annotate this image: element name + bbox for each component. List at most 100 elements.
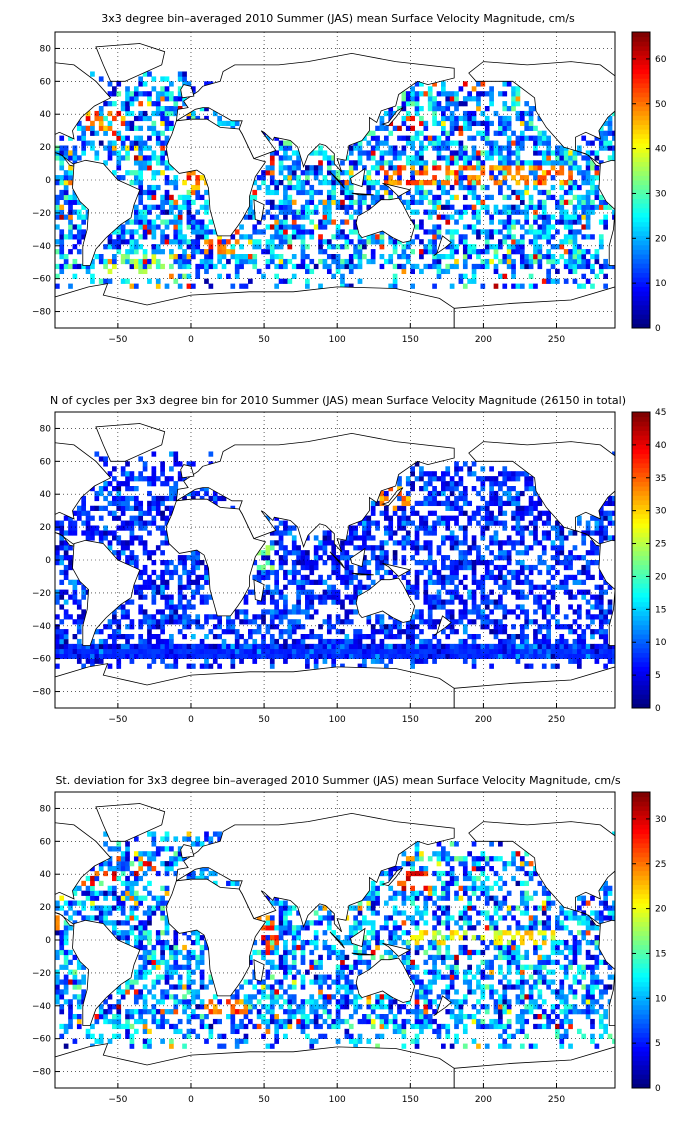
heatmap-cell bbox=[133, 1028, 139, 1035]
heatmap-cell bbox=[76, 234, 82, 240]
heatmap-cell bbox=[511, 189, 516, 196]
heatmap-cell bbox=[217, 653, 222, 659]
heatmap-cell bbox=[151, 258, 157, 265]
heatmap-cell bbox=[541, 535, 547, 541]
heatmap-cell bbox=[449, 101, 455, 107]
heatmap-cell bbox=[590, 1033, 595, 1039]
heatmap-cell bbox=[383, 258, 389, 265]
heatmap-cell bbox=[568, 180, 573, 186]
heatmap-cell bbox=[441, 155, 446, 161]
heatmap-cell bbox=[243, 258, 249, 265]
heatmap-cell bbox=[322, 150, 328, 156]
heatmap-cell bbox=[252, 258, 258, 265]
heatmap-cell bbox=[138, 91, 144, 97]
heatmap-cell bbox=[63, 170, 69, 176]
heatmap-cell bbox=[112, 648, 117, 655]
heatmap-cell bbox=[169, 505, 174, 511]
heatmap-cell bbox=[603, 219, 608, 225]
heatmap-cell bbox=[555, 609, 560, 615]
heatmap-cell bbox=[340, 653, 345, 659]
heatmap-cell bbox=[585, 599, 591, 605]
heatmap-cell bbox=[467, 619, 473, 625]
heatmap-cell bbox=[528, 283, 534, 289]
heatmap-cell bbox=[169, 254, 174, 260]
heatmap-cell bbox=[427, 96, 433, 102]
heatmap-cell bbox=[278, 229, 284, 235]
heatmap-cell bbox=[291, 545, 297, 551]
heatmap-cell bbox=[524, 609, 530, 615]
heatmap-cell bbox=[177, 273, 183, 279]
heatmap-cell bbox=[348, 263, 354, 270]
heatmap-cell bbox=[379, 560, 385, 566]
heatmap-cell bbox=[519, 1023, 525, 1030]
heatmap-cell bbox=[414, 224, 420, 230]
heatmap-cell bbox=[432, 569, 437, 576]
heatmap-cell bbox=[129, 140, 135, 146]
heatmap-cell bbox=[142, 550, 148, 556]
heatmap-cell bbox=[511, 106, 516, 112]
heatmap-cell bbox=[441, 500, 446, 507]
heatmap-cell bbox=[318, 634, 323, 640]
heatmap-cell bbox=[322, 579, 328, 585]
heatmap-cell bbox=[427, 624, 433, 630]
heatmap-cell bbox=[559, 244, 565, 250]
heatmap-cell bbox=[155, 101, 161, 107]
y-tick-label: 40 bbox=[40, 490, 52, 500]
heatmap-cell bbox=[410, 648, 415, 655]
heatmap-cell bbox=[541, 510, 547, 516]
heatmap-cell bbox=[151, 130, 157, 136]
heatmap-cell bbox=[147, 96, 152, 102]
heatmap-cell bbox=[427, 569, 433, 576]
heatmap-cell bbox=[147, 1038, 152, 1044]
heatmap-cell bbox=[169, 1023, 174, 1030]
heatmap-cell bbox=[414, 130, 420, 136]
heatmap-cell bbox=[103, 624, 108, 630]
heatmap-cell bbox=[151, 219, 157, 225]
heatmap-cell bbox=[217, 648, 222, 655]
heatmap-cell bbox=[296, 619, 301, 625]
heatmap-cell bbox=[454, 643, 459, 650]
heatmap-cell bbox=[326, 1023, 332, 1030]
heatmap-cell bbox=[120, 466, 126, 472]
heatmap-cell bbox=[155, 135, 161, 141]
heatmap-cell bbox=[445, 101, 451, 107]
heatmap-cell bbox=[401, 648, 407, 655]
heatmap-cell bbox=[142, 510, 148, 516]
heatmap-cell bbox=[454, 594, 459, 600]
heatmap-cell bbox=[410, 194, 415, 201]
heatmap-cell bbox=[138, 569, 144, 576]
heatmap-cell bbox=[603, 1028, 608, 1035]
heatmap-cell bbox=[348, 525, 354, 531]
heatmap-cell bbox=[405, 180, 411, 186]
heatmap-cell bbox=[493, 495, 499, 502]
heatmap-cell bbox=[493, 530, 499, 536]
heatmap-cell bbox=[405, 481, 411, 487]
heatmap-cell bbox=[594, 204, 600, 210]
heatmap-cell bbox=[335, 574, 341, 581]
heatmap-cell bbox=[502, 648, 508, 655]
heatmap-cell bbox=[353, 599, 358, 605]
heatmap-cell bbox=[471, 535, 477, 541]
heatmap-cell bbox=[147, 550, 152, 556]
colorbar-swatch bbox=[632, 578, 650, 584]
heatmap-cell bbox=[226, 624, 231, 630]
heatmap-cell bbox=[498, 550, 503, 556]
heatmap-cell bbox=[186, 614, 192, 620]
heatmap-cell bbox=[581, 564, 587, 571]
heatmap-cell bbox=[498, 180, 503, 186]
heatmap-cell bbox=[94, 115, 100, 122]
heatmap-cell bbox=[458, 510, 464, 516]
heatmap-cell bbox=[116, 224, 122, 230]
heatmap-cell bbox=[612, 510, 615, 516]
heatmap-cell bbox=[476, 579, 481, 585]
heatmap-cell bbox=[476, 643, 481, 650]
heatmap-cell bbox=[274, 1023, 280, 1030]
heatmap-cell bbox=[576, 165, 582, 171]
heatmap-cell bbox=[155, 106, 161, 112]
heatmap-cell bbox=[151, 194, 157, 201]
heatmap-cell bbox=[519, 115, 525, 122]
heatmap-cell bbox=[502, 155, 508, 161]
heatmap-cell bbox=[283, 574, 288, 581]
heatmap-cell bbox=[112, 653, 117, 659]
heatmap-cell bbox=[151, 249, 157, 255]
